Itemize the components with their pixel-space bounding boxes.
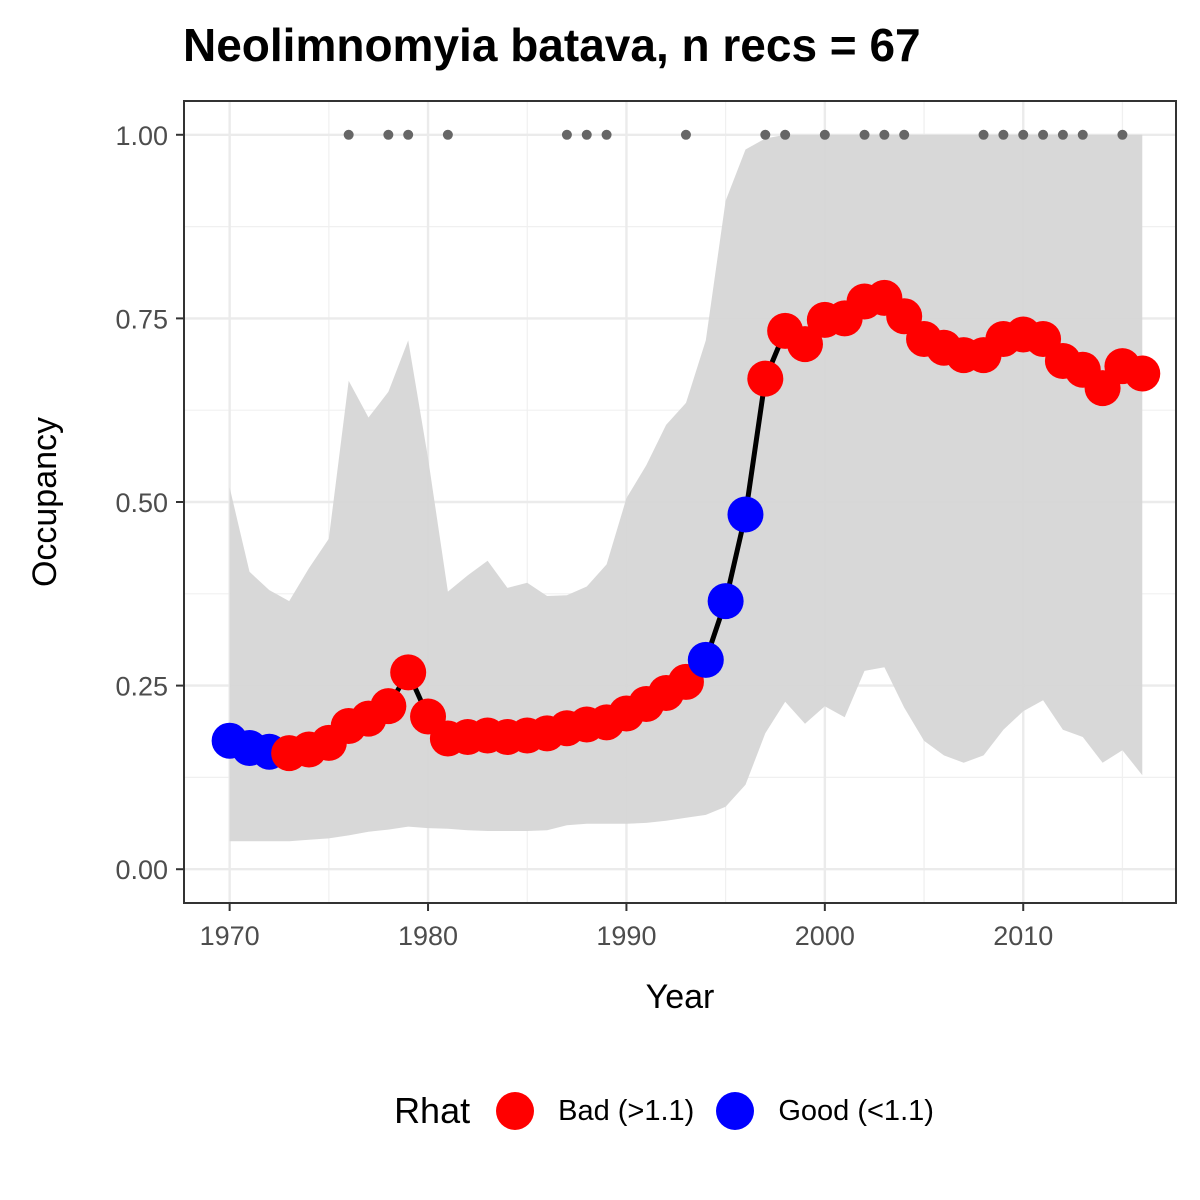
record-marker <box>581 129 592 140</box>
y-tick-label: 0.50 <box>115 488 168 518</box>
record-marker <box>819 129 830 140</box>
y-tick-label: 0.00 <box>115 855 168 885</box>
record-marker <box>899 129 910 140</box>
x-axis-title: Year <box>646 978 715 1016</box>
y-axis-title: Occupancy <box>26 417 64 587</box>
record-marker <box>343 129 354 140</box>
record-marker <box>998 129 1009 140</box>
record-marker <box>780 129 791 140</box>
record-marker <box>1038 129 1049 140</box>
data-point <box>786 326 823 363</box>
x-tick-label: 1980 <box>398 921 458 951</box>
data-point <box>707 583 744 620</box>
record-markers <box>343 129 1128 140</box>
x-tick-label: 2000 <box>795 921 855 951</box>
data-point <box>747 360 784 397</box>
chart-title: Neolimnomyia batava, n recs = 67 <box>183 19 921 71</box>
legend-title: Rhat <box>394 1090 471 1131</box>
record-marker <box>403 129 414 140</box>
record-marker <box>760 129 771 140</box>
axes: 1970 1980 1990 2000 2010 0.00 0.25 0.50 0.75 1.00 <box>115 121 1053 951</box>
record-marker <box>1018 129 1029 140</box>
legend-item-bad: Bad (>1.1) <box>496 1092 694 1130</box>
y-tick-label: 1.00 <box>115 121 168 151</box>
legend-item-good: Good (<1.1) <box>716 1092 934 1130</box>
record-marker <box>1117 129 1128 140</box>
data-point <box>370 688 407 725</box>
record-marker <box>561 129 572 140</box>
record-marker <box>879 129 890 140</box>
data-point <box>1124 355 1161 392</box>
record-marker <box>1077 129 1088 140</box>
x-tick-label: 1990 <box>596 921 656 951</box>
legend-label-good: Good (<1.1) <box>778 1094 934 1127</box>
record-marker <box>859 129 870 140</box>
record-marker <box>442 129 453 140</box>
data-point <box>390 654 427 691</box>
record-marker <box>1057 129 1068 140</box>
y-tick-label: 0.25 <box>115 672 168 702</box>
legend-key-bad <box>496 1092 535 1130</box>
occupancy-points <box>211 279 1161 772</box>
x-tick-label: 1970 <box>200 921 260 951</box>
legend-label-bad: Bad (>1.1) <box>558 1094 695 1127</box>
record-marker <box>383 129 394 140</box>
data-point <box>727 496 764 533</box>
data-point <box>687 641 724 678</box>
record-marker <box>601 129 612 140</box>
legend: Rhat Bad (>1.1) Good (<1.1) <box>0 1090 1200 1132</box>
legend-key-good <box>716 1092 755 1130</box>
record-marker <box>978 129 989 140</box>
y-tick-label: 0.75 <box>115 304 168 334</box>
x-tick-label: 2010 <box>993 921 1053 951</box>
record-marker <box>680 129 691 140</box>
